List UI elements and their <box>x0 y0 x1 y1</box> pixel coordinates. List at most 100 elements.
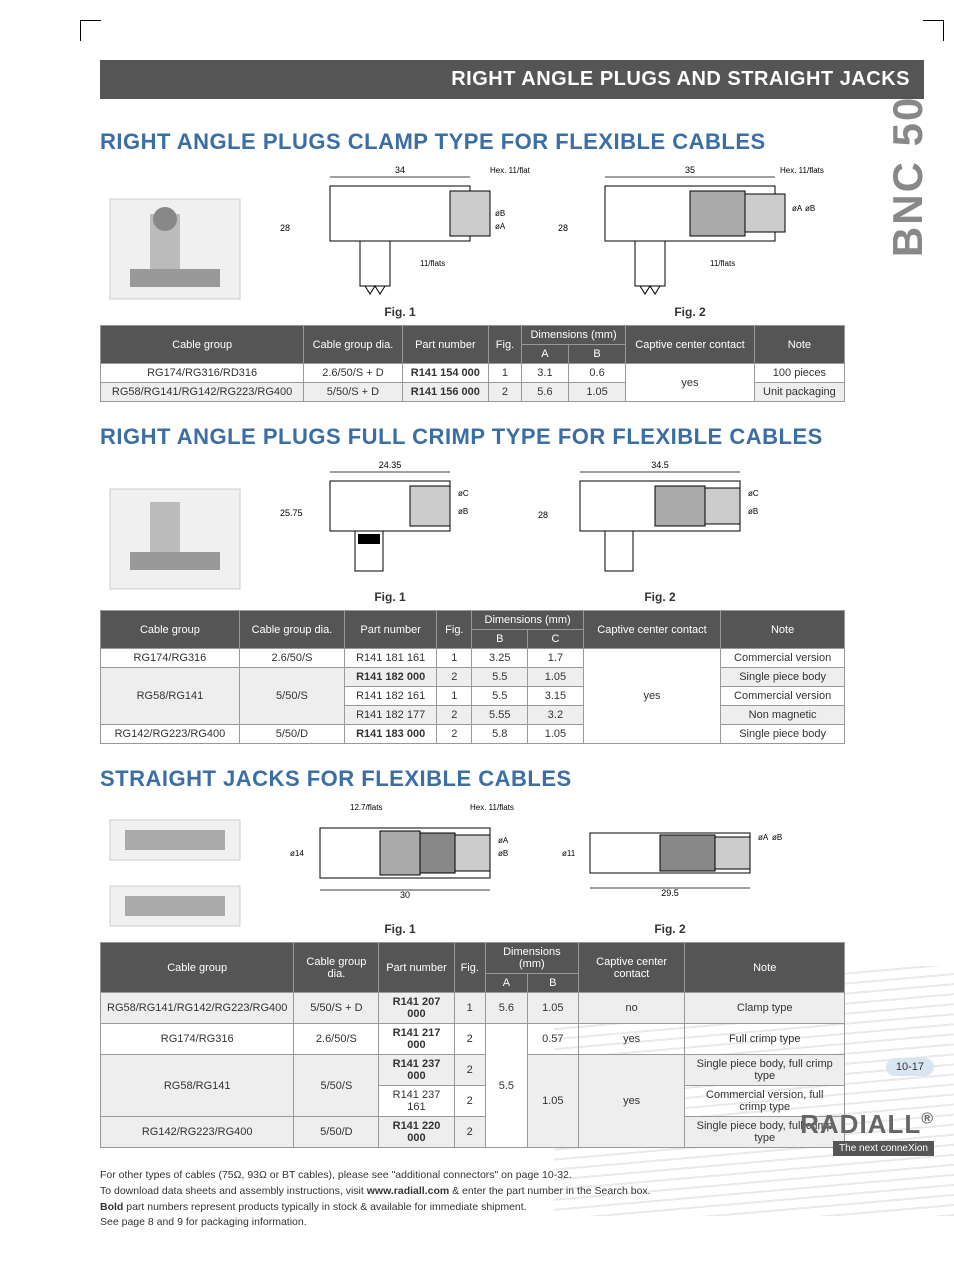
svg-text:28: 28 <box>558 223 568 233</box>
svg-text:øA: øA <box>792 204 803 213</box>
th-b: B <box>527 974 578 993</box>
th-cable-dia: Cable group dia. <box>239 611 344 649</box>
svg-text:øA: øA <box>758 833 769 842</box>
svg-text:34: 34 <box>395 165 405 175</box>
figure-1: 34 Hex. 11/flats 28 øB øA 11/flats Fig. … <box>270 161 530 319</box>
svg-text:øA: øA <box>498 836 509 845</box>
svg-text:øB: øB <box>495 209 505 218</box>
table-row: RG174/RG316 2.6/50/S R141 217 000 2 5.5 … <box>101 1024 845 1055</box>
svg-text:35: 35 <box>685 165 695 175</box>
th-dim: Dimensions (mm) <box>485 943 578 974</box>
th-c: C <box>528 630 584 649</box>
th-dim: Dimensions (mm) <box>521 326 625 345</box>
th-cable-group: Cable group <box>101 943 294 993</box>
th-captive: Captive center contact <box>626 326 755 364</box>
svg-text:29.5: 29.5 <box>661 888 679 898</box>
section-2-table: Cable group Cable group dia. Part number… <box>100 610 845 744</box>
section-3-table: Cable group Cable group dia. Part number… <box>100 942 845 1148</box>
figure-1: 12.7/flats Hex. 11/flats ø14 øA øB 30 Fi… <box>270 798 530 936</box>
th-a: A <box>521 345 568 364</box>
table-row: RG58/RG141/RG142/RG223/RG400 5/50/S + D … <box>101 993 845 1024</box>
figure-caption: Fig. 2 <box>674 305 705 319</box>
th-note: Note <box>754 326 844 364</box>
figure-1: 24.35 25.75 øC øB Fig. 1 <box>270 456 510 604</box>
th-cable-group: Cable group <box>101 326 304 364</box>
svg-text:øC: øC <box>458 489 469 498</box>
brand-logo: RADIALL® <box>800 1109 934 1140</box>
page-content: RIGHT ANGLE PLUGS AND STRAIGHT JACKS RIG… <box>0 0 954 1261</box>
technical-drawing: ø11 øA øB 29.5 <box>550 798 790 918</box>
svg-text:øB: øB <box>805 204 815 213</box>
figure-caption: Fig. 2 <box>654 922 685 936</box>
figure-caption: Fig. 2 <box>644 590 675 604</box>
figure-caption: Fig. 1 <box>374 590 405 604</box>
th-part: Part number <box>402 326 488 364</box>
footer-line: Bold part numbers represent products typ… <box>100 1200 924 1216</box>
figure-row: 34 Hex. 11/flats 28 øB øA 11/flats Fig. … <box>100 161 924 319</box>
th-b: B <box>472 630 528 649</box>
page-number: 10-17 <box>886 1058 934 1076</box>
figure-caption: Fig. 1 <box>384 305 415 319</box>
th-part: Part number <box>379 943 454 993</box>
product-photo <box>100 474 250 604</box>
brand-block: RADIALL® The next conneXion <box>800 1109 934 1156</box>
brand-tagline: The next conneXion <box>833 1141 934 1156</box>
section-title: STRAIGHT JACKS FOR FLEXIBLE CABLES <box>100 766 924 792</box>
th-cable-group: Cable group <box>101 611 240 649</box>
product-photo <box>100 179 250 319</box>
section-1-table: Cable group Cable group dia. Part number… <box>100 325 845 402</box>
svg-text:28: 28 <box>280 223 290 233</box>
footer-text: For other types of cables (75Ω, 93Ω or B… <box>100 1168 924 1231</box>
svg-text:ø14: ø14 <box>290 849 304 858</box>
svg-text:25.75: 25.75 <box>280 508 303 518</box>
table-row: RG58/RG141 5/50/S R141 237 000 2 1.05 ye… <box>101 1055 845 1086</box>
svg-text:Hex. 11/flats: Hex. 11/flats <box>780 166 824 175</box>
technical-drawing: 34.5 28 øC øB <box>530 456 790 586</box>
svg-text:øB: øB <box>498 849 508 858</box>
technical-drawing: 12.7/flats Hex. 11/flats ø14 øA øB 30 <box>270 798 530 918</box>
svg-text:øB: øB <box>458 507 468 516</box>
page-title-bar: RIGHT ANGLE PLUGS AND STRAIGHT JACKS <box>100 60 924 99</box>
th-captive: Captive center contact <box>578 943 685 993</box>
section-title: RIGHT ANGLE PLUGS CLAMP TYPE FOR FLEXIBL… <box>100 129 924 155</box>
svg-text:34.5: 34.5 <box>651 460 669 470</box>
figure-caption: Fig. 1 <box>384 922 415 936</box>
th-b: B <box>568 345 625 364</box>
th-dim: Dimensions (mm) <box>472 611 583 630</box>
svg-text:øC: øC <box>748 489 759 498</box>
product-photo <box>100 876 250 936</box>
svg-text:øB: øB <box>772 833 782 842</box>
th-cable-dia: Cable group dia. <box>304 326 403 364</box>
svg-text:øB: øB <box>748 507 758 516</box>
technical-drawing: 24.35 25.75 øC øB <box>270 456 510 586</box>
svg-text:øA: øA <box>495 222 506 231</box>
svg-text:24.35: 24.35 <box>379 460 402 470</box>
th-note: Note <box>721 611 845 649</box>
photo-block <box>100 474 250 604</box>
table-row: RG142/RG223/RG400 5/50/D R141 183 000 2 … <box>101 725 845 744</box>
svg-text:Hex. 11/flats: Hex. 11/flats <box>470 803 514 812</box>
figure-row: 12.7/flats Hex. 11/flats ø14 øA øB 30 Fi… <box>100 798 924 936</box>
th-fig: Fig. <box>454 943 485 993</box>
th-a: A <box>485 974 527 993</box>
svg-text:11/flats: 11/flats <box>420 259 445 268</box>
th-fig: Fig. <box>489 326 522 364</box>
table-row: RG142/RG223/RG400 5/50/D R141 220 000 2 … <box>101 1117 845 1148</box>
figure-2: 35 Hex. 11/flats 28 øA øB 11/flats Fig. … <box>550 161 830 319</box>
photo-block <box>100 810 250 936</box>
technical-drawing: 35 Hex. 11/flats 28 øA øB 11/flats <box>550 161 830 301</box>
section-title: RIGHT ANGLE PLUGS FULL CRIMP TYPE FOR FL… <box>100 424 924 450</box>
svg-text:12.7/flats: 12.7/flats <box>350 803 382 812</box>
table-row: RG174/RG316/RD316 2.6/50/S + D R141 154 … <box>101 364 845 383</box>
footer-line: See page 8 and 9 for packaging informati… <box>100 1215 924 1231</box>
photo-block <box>100 179 250 319</box>
svg-text:Hex. 11/flats: Hex. 11/flats <box>490 166 530 175</box>
svg-text:30: 30 <box>400 890 410 900</box>
svg-text:ø11: ø11 <box>562 849 576 858</box>
th-cable-dia: Cable group dia. <box>294 943 379 993</box>
th-note: Note <box>685 943 845 993</box>
svg-text:28: 28 <box>538 510 548 520</box>
th-fig: Fig. <box>437 611 472 649</box>
th-part: Part number <box>345 611 437 649</box>
th-captive: Captive center contact <box>583 611 720 649</box>
